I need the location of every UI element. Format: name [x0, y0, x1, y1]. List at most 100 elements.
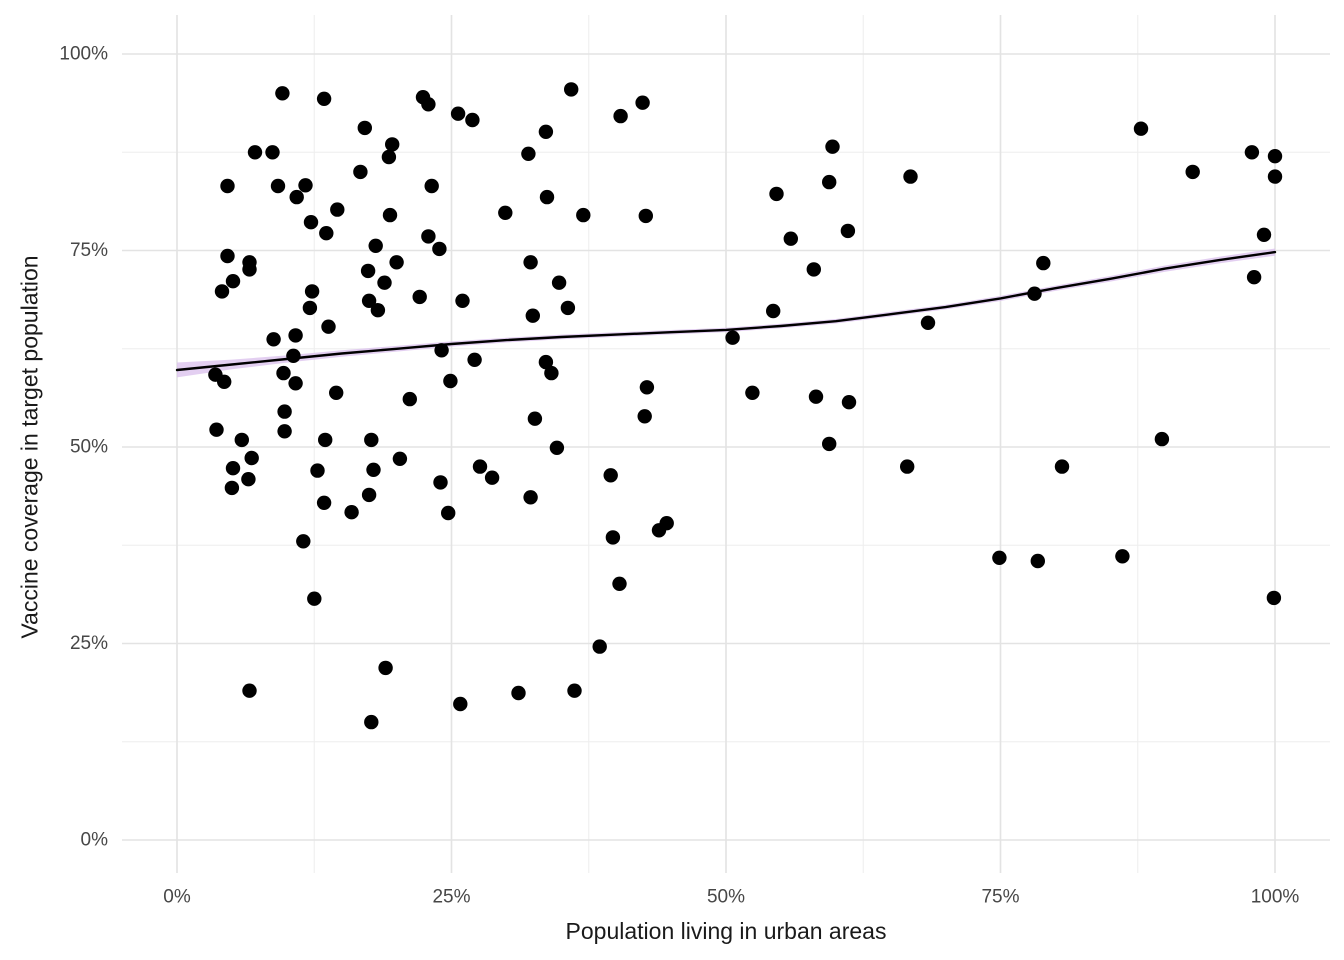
- data-point: [523, 490, 538, 505]
- data-point: [840, 223, 856, 239]
- data-point: [321, 319, 336, 334]
- data-point: [1133, 121, 1149, 136]
- data-point: [523, 255, 538, 270]
- data-point: [214, 284, 230, 299]
- data-points: [208, 82, 1283, 730]
- data-point: [302, 300, 318, 316]
- data-point: [270, 178, 286, 194]
- y-tick-label: 75%: [70, 240, 108, 261]
- data-point: [1246, 270, 1262, 285]
- data-point: [443, 373, 458, 389]
- data-point: [612, 576, 627, 591]
- data-point: [310, 463, 325, 478]
- data-point: [378, 660, 393, 676]
- x-tick-label: 75%: [981, 887, 1019, 908]
- data-point: [247, 145, 263, 160]
- data-point: [635, 95, 650, 110]
- data-point: [224, 480, 240, 496]
- data-point: [361, 293, 377, 308]
- y-tick-label: 100%: [59, 44, 108, 65]
- data-point: [241, 472, 256, 487]
- y-tick-label: 25%: [70, 633, 108, 654]
- x-tick-label: 25%: [432, 887, 470, 908]
- data-point: [453, 696, 468, 712]
- data-point: [1185, 164, 1200, 180]
- data-point: [592, 639, 607, 654]
- data-point: [382, 207, 398, 223]
- data-point: [841, 395, 857, 410]
- gridlines-major: [122, 15, 1330, 873]
- data-point: [433, 475, 448, 490]
- data-point: [725, 330, 740, 345]
- data-point: [329, 385, 344, 400]
- data-point: [225, 274, 241, 289]
- data-point: [1267, 149, 1283, 164]
- data-point: [288, 328, 303, 343]
- data-point: [298, 178, 313, 193]
- data-point: [364, 432, 379, 448]
- data-point: [242, 262, 257, 277]
- data-point: [432, 241, 447, 257]
- data-point: [539, 189, 555, 205]
- data-point: [613, 108, 628, 124]
- data-point: [234, 432, 249, 448]
- data-point: [220, 178, 235, 194]
- x-axis-title: Population living in urban areas: [565, 918, 887, 944]
- data-point: [316, 495, 332, 510]
- data-point: [357, 120, 372, 136]
- data-point: [605, 530, 621, 545]
- data-point: [368, 238, 383, 253]
- data-point: [564, 82, 579, 97]
- data-point: [319, 226, 334, 241]
- data-point: [544, 365, 559, 381]
- data-point: [421, 229, 436, 244]
- data-point: [538, 354, 554, 370]
- data-point: [1036, 255, 1051, 271]
- data-point: [783, 231, 798, 246]
- data-point: [659, 516, 674, 531]
- y-tick-label: 0%: [81, 830, 109, 851]
- data-point: [472, 459, 488, 474]
- data-point: [1256, 227, 1272, 242]
- data-point: [603, 468, 618, 483]
- data-point: [370, 303, 386, 318]
- data-point: [220, 248, 235, 264]
- data-point: [385, 137, 400, 152]
- data-point: [511, 685, 526, 701]
- data-point: [639, 380, 655, 395]
- data-point: [745, 385, 760, 400]
- data-point: [265, 145, 280, 160]
- data-point: [276, 365, 291, 381]
- y-axis-title: Vaccine coverage in target population: [16, 255, 43, 639]
- data-point: [484, 470, 500, 485]
- data-point: [900, 459, 915, 474]
- data-point: [225, 461, 241, 476]
- x-tick-labels: 0% 25% 50% 75% 100%: [163, 887, 1299, 908]
- data-point: [277, 424, 292, 439]
- data-point: [209, 422, 224, 437]
- data-point: [318, 432, 333, 448]
- data-point: [266, 332, 281, 347]
- data-point: [1054, 459, 1070, 474]
- data-point: [364, 714, 379, 730]
- data-point: [296, 534, 311, 549]
- data-point: [242, 683, 257, 698]
- data-point: [637, 409, 652, 424]
- data-point: [638, 208, 653, 224]
- data-point: [920, 315, 936, 330]
- data-point: [560, 300, 576, 316]
- data-point: [992, 550, 1007, 565]
- data-point: [551, 275, 567, 290]
- data-point: [304, 284, 320, 299]
- data-point: [289, 189, 304, 205]
- y-tick-labels: 0% 25% 50% 75% 100%: [59, 44, 108, 851]
- data-point: [421, 97, 436, 112]
- data-point: [450, 106, 466, 121]
- data-point: [217, 374, 232, 389]
- data-point: [549, 440, 565, 455]
- data-point: [307, 591, 322, 606]
- trend-line: [175, 250, 1277, 372]
- data-point: [465, 112, 480, 128]
- data-point: [567, 683, 582, 698]
